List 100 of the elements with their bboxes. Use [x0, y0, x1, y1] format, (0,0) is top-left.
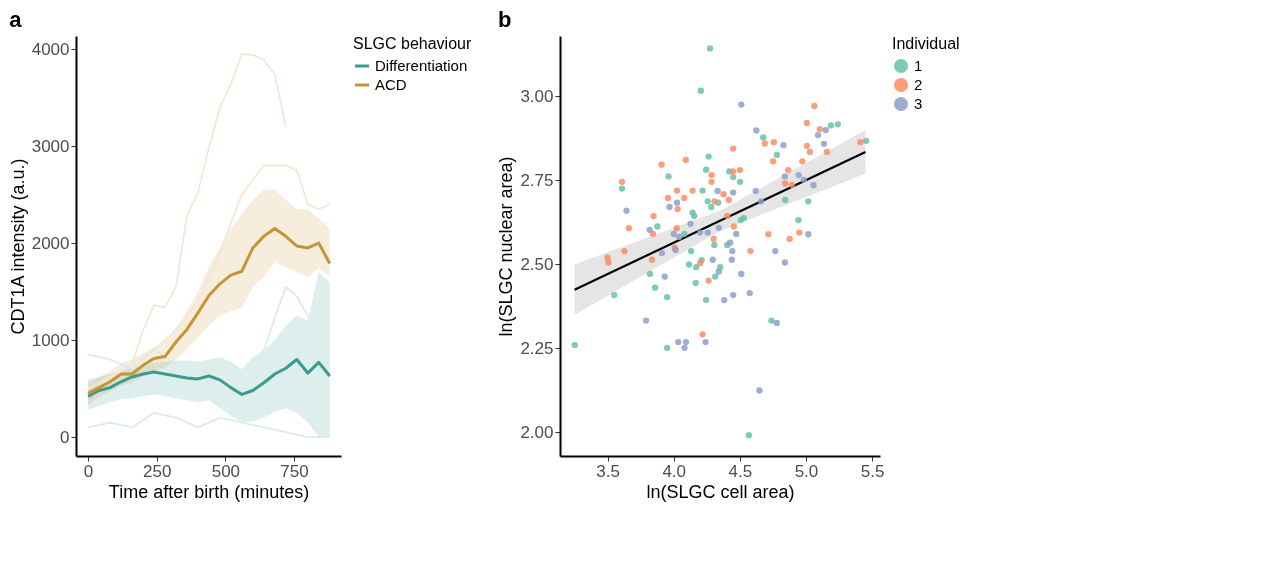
y-tick-label: 1000	[31, 330, 70, 350]
x-tick-label: 250	[143, 461, 172, 481]
point	[646, 226, 653, 234]
point	[711, 198, 718, 205]
point	[658, 161, 665, 168]
point	[736, 166, 744, 174]
line-series	[86, 227, 332, 395]
point	[682, 338, 690, 346]
point	[646, 270, 654, 278]
point	[571, 341, 578, 349]
x-tick-label: 4.0	[662, 461, 687, 481]
point	[796, 229, 803, 236]
point	[795, 216, 802, 224]
point	[738, 270, 745, 278]
point	[648, 256, 656, 263]
point	[747, 247, 754, 255]
point	[857, 139, 864, 146]
x-axis-title: Time after birth (minutes)	[108, 481, 310, 502]
point	[702, 296, 710, 304]
point	[688, 247, 695, 255]
point	[720, 191, 727, 198]
y-axis-title: ln(SLGC nuclear area)	[496, 156, 517, 337]
point	[708, 178, 715, 185]
point	[834, 121, 841, 128]
point	[623, 207, 630, 214]
point	[768, 317, 775, 324]
point	[730, 173, 737, 181]
point	[746, 289, 753, 297]
point	[736, 178, 744, 185]
point	[756, 387, 763, 394]
point	[693, 264, 700, 271]
point	[773, 319, 781, 327]
point	[705, 277, 712, 284]
point	[820, 140, 828, 148]
point	[702, 166, 710, 173]
y-tick-label: 4000	[31, 39, 70, 59]
x-axis-title: ln(SLGC cell area)	[646, 481, 795, 502]
chart-title: b	[497, 7, 512, 32]
point	[805, 198, 812, 205]
legend-title: Individual	[892, 35, 960, 52]
point	[781, 259, 789, 266]
point	[691, 212, 698, 220]
point	[605, 259, 612, 266]
point	[697, 229, 704, 236]
point	[788, 181, 795, 188]
point	[687, 220, 694, 227]
point	[724, 212, 731, 220]
point	[805, 231, 812, 238]
x-tick-label: 3.5	[596, 461, 620, 481]
point	[711, 241, 718, 249]
point	[670, 230, 677, 238]
point	[699, 187, 706, 194]
y-tick-label: 2000	[31, 233, 70, 253]
y-tick-label: 2.00	[520, 422, 554, 442]
point	[730, 223, 738, 230]
point	[738, 101, 745, 108]
point	[651, 284, 659, 291]
point	[642, 317, 650, 324]
point	[814, 131, 822, 139]
point	[800, 176, 807, 183]
point	[618, 185, 626, 192]
y-tick-label: 2.75	[520, 170, 554, 190]
point	[666, 203, 673, 211]
legend-title: SLGC behaviour	[353, 35, 472, 52]
point	[780, 142, 787, 149]
point	[681, 344, 688, 351]
y-tick-label: 0	[60, 427, 70, 447]
point	[773, 151, 781, 159]
point	[706, 45, 714, 52]
y-tick-label: 3000	[31, 136, 70, 156]
x-tick-label: 0	[83, 461, 94, 481]
point	[665, 173, 672, 180]
point	[709, 256, 716, 263]
point	[765, 231, 772, 238]
point	[654, 223, 661, 230]
x-tick-label: 500	[211, 461, 241, 481]
point	[799, 158, 806, 165]
point	[730, 168, 737, 175]
point	[697, 87, 704, 94]
point	[705, 153, 712, 160]
point	[658, 249, 666, 257]
point	[714, 187, 721, 195]
point	[710, 235, 717, 243]
point	[760, 134, 767, 141]
point	[715, 268, 722, 275]
point	[664, 194, 672, 202]
point	[795, 171, 802, 179]
point	[786, 235, 793, 243]
point	[803, 119, 811, 127]
point	[689, 187, 696, 194]
point	[675, 338, 682, 346]
point	[708, 203, 715, 211]
point	[822, 126, 829, 134]
point	[649, 230, 657, 238]
point	[625, 225, 633, 232]
point	[810, 182, 817, 189]
point	[661, 273, 668, 280]
point	[681, 194, 688, 202]
point	[681, 230, 688, 238]
point	[673, 225, 680, 232]
